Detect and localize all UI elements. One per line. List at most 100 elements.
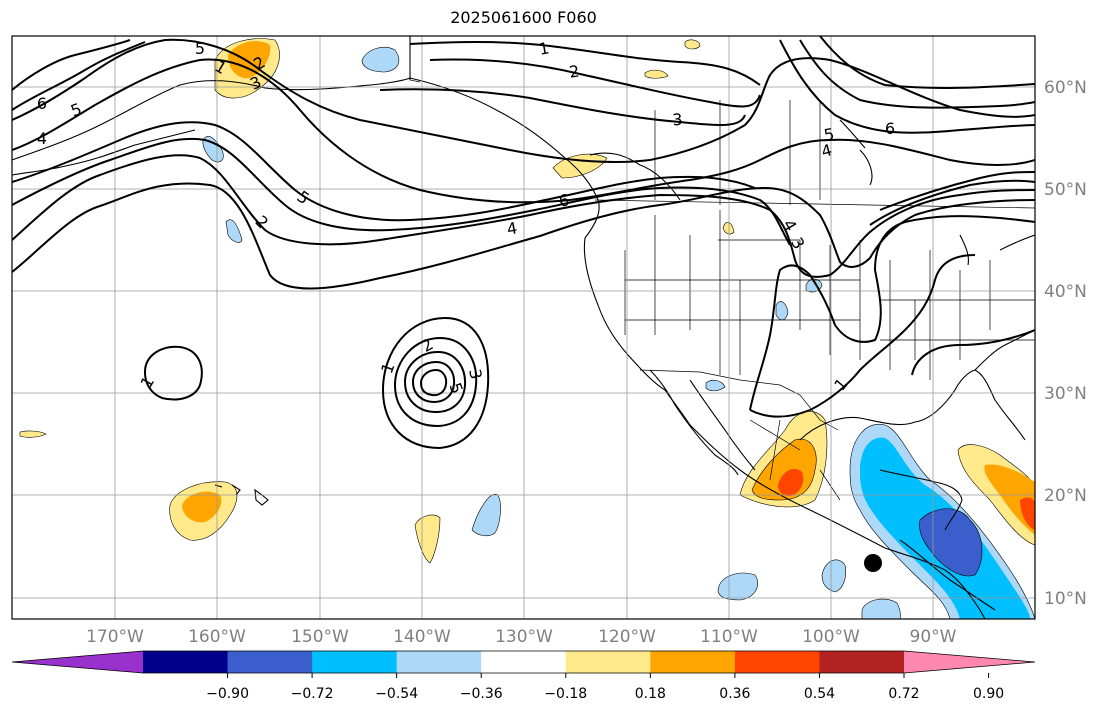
colorbar-tick-label: 0.36 bbox=[719, 686, 750, 702]
lat-label: 50°N bbox=[1044, 180, 1087, 200]
colorbar-extend-low bbox=[12, 651, 143, 673]
lat-label: 20°N bbox=[1044, 486, 1087, 506]
contour-label: 5 bbox=[195, 39, 205, 58]
lon-label: 130°W bbox=[495, 627, 553, 647]
colorbar-bin bbox=[650, 651, 736, 673]
colorbar-tick-label: −0.54 bbox=[375, 686, 418, 702]
latitude-axis: 60°N 50°N 40°N 30°N 20°N 10°N bbox=[1044, 78, 1087, 609]
contour-sw-us-2 bbox=[749, 254, 976, 418]
contour-east-1 bbox=[911, 329, 1035, 376]
negative-anomaly-small-1 bbox=[471, 493, 501, 537]
contour-label: 5 bbox=[68, 99, 84, 120]
colorbar-tick-label: −0.36 bbox=[460, 686, 503, 702]
lat-label: 10°N bbox=[1044, 589, 1087, 609]
negative-anomaly-small-7 bbox=[775, 301, 789, 321]
map-area: 1 2 3 5 6 4 6 5 4 5 1 2 3 5 2 4 6 4 3 1 … bbox=[12, 36, 1035, 619]
lon-label: 150°W bbox=[291, 627, 349, 647]
contours bbox=[12, 36, 1035, 450]
coastline-east bbox=[959, 234, 1035, 371]
contour-label: 3 bbox=[465, 367, 485, 380]
contour-jet-5 bbox=[12, 58, 1035, 204]
coastline-alaska bbox=[12, 77, 411, 161]
contour-north-3 bbox=[379, 88, 746, 127]
negative-anomaly-small-5 bbox=[361, 47, 400, 73]
lat-label: 60°N bbox=[1044, 78, 1087, 98]
colorbar-tick-label: 0.18 bbox=[635, 686, 666, 702]
contour-label: 4 bbox=[505, 218, 518, 238]
lon-label: 100°W bbox=[802, 627, 860, 647]
positive-anomaly-small-1 bbox=[414, 514, 441, 564]
contour-label: 5 bbox=[822, 124, 835, 144]
border-alaska-canada bbox=[409, 36, 421, 83]
coastline-hawaii bbox=[214, 484, 269, 506]
contour-jet-1 bbox=[12, 182, 1035, 290]
contour-label: 2 bbox=[252, 212, 273, 233]
colorbar-tick-label: −0.72 bbox=[291, 686, 334, 702]
coastline-baja bbox=[649, 369, 756, 476]
lon-label: 140°W bbox=[393, 627, 451, 647]
contour-label: 4 bbox=[819, 140, 834, 161]
contour-label: 2 bbox=[568, 61, 581, 81]
colorbar-tick-label: 0.72 bbox=[888, 686, 919, 702]
border-us-mexico bbox=[639, 369, 839, 431]
location-marker bbox=[864, 554, 882, 572]
coastline-central-america bbox=[899, 539, 996, 611]
colorbar-extend-high bbox=[904, 651, 1035, 673]
contour-label: 1 bbox=[830, 374, 851, 394]
negative-anomaly-small-4 bbox=[821, 559, 847, 593]
contour-label: 1 bbox=[136, 373, 158, 391]
contour-jet-2 bbox=[12, 154, 1035, 278]
coastline-aleutians bbox=[12, 129, 196, 176]
negative-anomaly-small-9 bbox=[705, 379, 726, 392]
colorbar-tick-label: 0.54 bbox=[804, 686, 835, 702]
shading-layer bbox=[19, 38, 1035, 619]
contour-jet-3 bbox=[12, 137, 1035, 246]
contour-label: 3 bbox=[787, 234, 809, 252]
colorbar-bin bbox=[819, 651, 905, 673]
contour-north-2 bbox=[429, 58, 761, 108]
contour-label: 6 bbox=[37, 94, 47, 113]
negative-anomaly-aleutian bbox=[202, 136, 224, 163]
contour-labels: 1 2 3 5 6 4 6 5 4 5 1 2 3 5 2 4 6 4 3 1 … bbox=[37, 38, 895, 396]
negative-anomaly-small-6 bbox=[225, 219, 243, 243]
lat-label: 30°N bbox=[1044, 384, 1087, 404]
contour-north-4 bbox=[779, 39, 1035, 134]
lat-label: 40°N bbox=[1044, 282, 1087, 302]
negative-anomaly-gulf-peak bbox=[919, 508, 983, 577]
positive-anomaly-small-4 bbox=[644, 69, 669, 79]
contour-north-5 bbox=[799, 39, 1035, 109]
colorbar-bin bbox=[143, 651, 229, 673]
contour-hawaii-circle bbox=[143, 345, 203, 401]
positive-anomaly-caribbean-peak bbox=[1020, 497, 1035, 530]
colorbar-bin bbox=[227, 651, 313, 673]
colorbar-bin bbox=[481, 651, 567, 673]
contour-cutoff-low-4 bbox=[411, 360, 456, 404]
contour-cutoff-low-1 bbox=[381, 316, 490, 450]
lon-label: 110°W bbox=[700, 627, 758, 647]
contour-cutoff-low-3 bbox=[403, 350, 467, 414]
colorbar-tick-label: −0.90 bbox=[206, 686, 249, 702]
border-states bbox=[624, 210, 1035, 380]
political-borders bbox=[409, 36, 1035, 501]
positive-anomaly-mexico-peak bbox=[778, 468, 804, 496]
map-title: 2025061600 F060 bbox=[450, 8, 597, 27]
contour-cutoff-low-5 bbox=[419, 368, 448, 397]
positive-anomaly-small-3 bbox=[684, 39, 701, 50]
positive-anomaly-small-5 bbox=[722, 221, 735, 235]
negative-anomaly-small-3 bbox=[861, 598, 901, 619]
border-canada-provinces bbox=[654, 100, 821, 205]
lon-label: 160°W bbox=[188, 627, 246, 647]
lon-label: 170°W bbox=[86, 627, 144, 647]
positive-anomaly-small-2 bbox=[19, 430, 47, 438]
contour-sw-us-1 bbox=[749, 215, 1035, 411]
lon-label: 120°W bbox=[598, 627, 656, 647]
contour-north-1 bbox=[409, 41, 761, 86]
colorbar: −0.90 −0.72 −0.54 −0.36 −0.18 0.18 0.36 0.54 0.7… bbox=[11, 650, 1036, 702]
contour-west-low-1 bbox=[12, 39, 131, 91]
positive-anomaly-hawaii-core bbox=[182, 491, 222, 523]
contour-cutoff-low-2 bbox=[393, 336, 478, 428]
negative-anomaly-small-2 bbox=[717, 572, 759, 601]
contour-label: 3 bbox=[672, 110, 684, 130]
coastline-gulf bbox=[799, 369, 1026, 531]
